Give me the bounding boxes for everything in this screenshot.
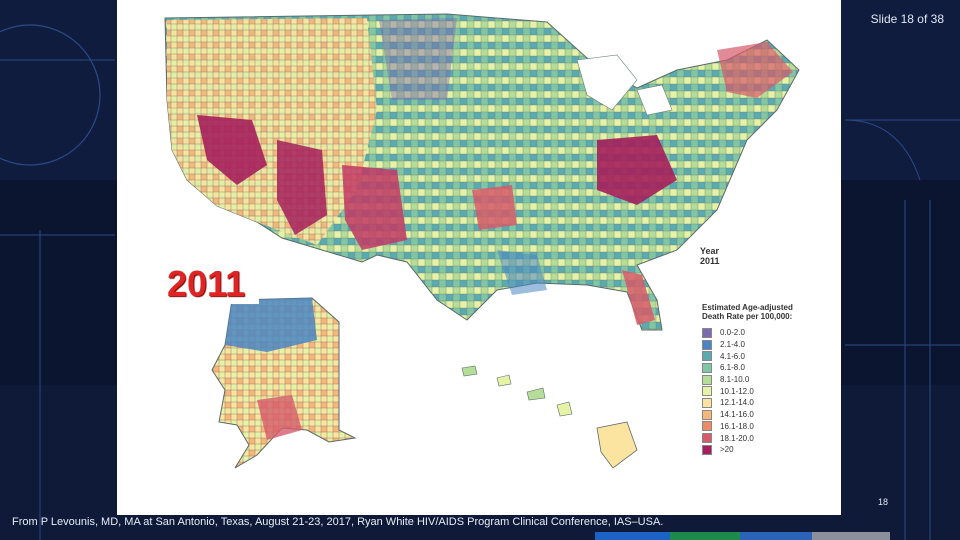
- map-image: 2011 Year 2011 Estimated Age-adjusted De…: [117, 0, 841, 515]
- bottom-bar-segment-1: [595, 532, 670, 540]
- legend-label: 12.1-14.0: [720, 398, 754, 408]
- legend-label: >20: [720, 445, 734, 455]
- legend-label: 18.1-20.0: [720, 433, 754, 443]
- legend-swatch: [702, 397, 712, 408]
- legend-title-line1: Estimated Age-adjusted: [702, 303, 793, 312]
- legend-label: 4.1-6.0: [720, 351, 745, 361]
- legend-swatch: [702, 362, 712, 373]
- legend-swatch: [702, 386, 712, 397]
- legend-item: 6.1-8.0: [702, 362, 834, 374]
- legend-label: 0.0-2.0: [720, 328, 745, 338]
- page-number: 18: [878, 497, 889, 507]
- legend-title: Estimated Age-adjusted Death Rate per 10…: [702, 303, 834, 321]
- legend-label: 8.1-10.0: [720, 375, 750, 385]
- legend-item: 18.1-20.0: [702, 432, 834, 444]
- legend-swatch: [702, 444, 712, 455]
- map-legend: Estimated Age-adjusted Death Rate per 10…: [702, 303, 834, 456]
- hawaii-shape: [596, 421, 638, 469]
- legend-swatch: [702, 351, 712, 362]
- bottom-bar-segment-2: [670, 532, 740, 540]
- legend-label: 2.1-4.0: [720, 340, 745, 350]
- choropleth-map: [164, 13, 800, 469]
- legend-swatch: [702, 409, 712, 420]
- legend-title-line2: Death Rate per 100,000:: [702, 312, 793, 321]
- year-label: Year 2011: [700, 246, 740, 266]
- legend-label: 6.1-8.0: [720, 363, 745, 373]
- legend-swatch: [702, 421, 712, 432]
- legend-item: 16.1-18.0: [702, 421, 834, 433]
- legend-item: 10.1-12.0: [702, 385, 834, 397]
- slide-counter: Slide 18 of 38: [870, 12, 944, 26]
- legend-item: 14.1-16.0: [702, 409, 834, 421]
- year-label-line1: Year: [700, 246, 720, 256]
- bottom-bar-segment-3: [740, 532, 812, 540]
- legend-swatch: [702, 339, 712, 350]
- legend-item: 0.0-2.0: [702, 327, 834, 339]
- legend-item: 12.1-14.0: [702, 397, 834, 409]
- legend-swatch: [702, 433, 712, 444]
- legend-items: 0.0-2.0 2.1-4.0 4.1-6.0 6.1-8.0 8.1-10.0 10.1…: [702, 327, 834, 456]
- legend-item: 2.1-4.0: [702, 339, 834, 351]
- legend-swatch: [702, 327, 712, 338]
- legend-item: >20: [702, 444, 834, 456]
- bottom-bar-segment-4: [812, 532, 890, 540]
- source-note: From P Levounis, MD, MA at San Antonio, …: [12, 516, 664, 528]
- year-label-line2: 2011: [700, 256, 720, 266]
- legend-label: 16.1-18.0: [720, 421, 754, 431]
- legend-item: 8.1-10.0: [702, 374, 834, 386]
- legend-swatch: [702, 374, 712, 385]
- legend-label: 10.1-12.0: [720, 386, 754, 396]
- legend-label: 14.1-16.0: [720, 410, 754, 420]
- legend-item: 4.1-6.0: [702, 350, 834, 362]
- year-overlay: 2011: [165, 264, 259, 304]
